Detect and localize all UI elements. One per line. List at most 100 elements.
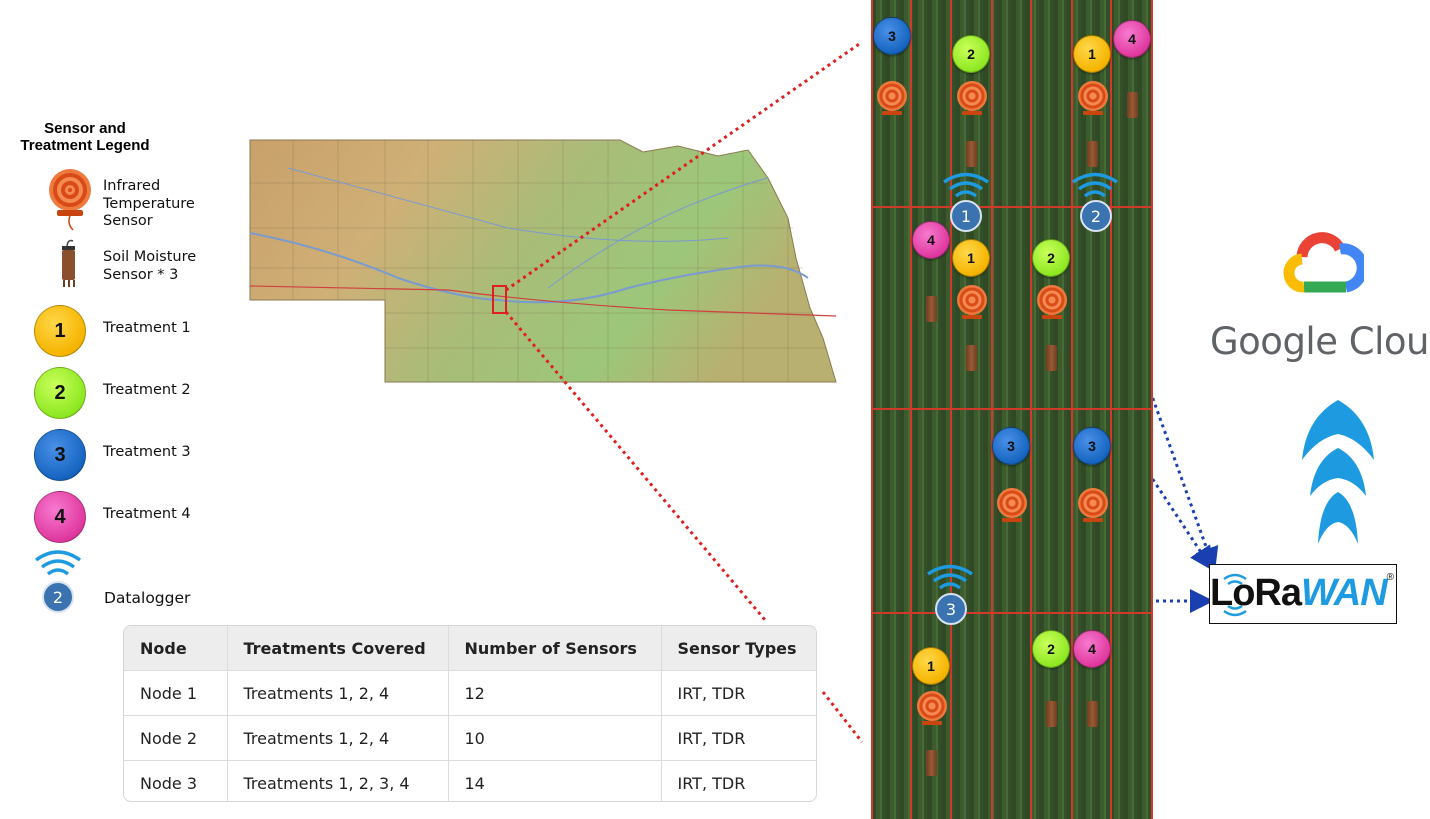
table-cell: 12 bbox=[447, 670, 661, 716]
field-badge-number: 4 bbox=[927, 232, 935, 248]
legend-treatment-2-number: 2 bbox=[54, 381, 66, 404]
irt-sensor-icon bbox=[1078, 81, 1108, 115]
irt-sensor-icon bbox=[917, 691, 947, 725]
field-treatment-badge: 1 bbox=[1073, 35, 1111, 73]
irt-sensor-icon bbox=[997, 488, 1027, 522]
table-cell: Treatments 1, 2, 4 bbox=[226, 670, 448, 716]
field-badge-number: 1 bbox=[967, 250, 975, 266]
table-cell: Treatments 1, 2, 3, 4 bbox=[226, 760, 448, 801]
legend-soil-line2: Sensor * 3 bbox=[103, 266, 179, 283]
field-treatment-badge: 1 bbox=[952, 239, 990, 277]
table-header-cell: Node bbox=[124, 626, 227, 671]
google-cloud-logo-icon bbox=[1280, 229, 1368, 295]
table-row: Node 2 Treatments 1, 2, 4 10 IRT, TDR bbox=[124, 715, 816, 761]
legend-treatment-1-number: 1 bbox=[54, 319, 66, 342]
nebraska-map bbox=[248, 138, 838, 384]
field-treatment-badge: 4 bbox=[912, 221, 950, 259]
lorawan-registered-mark: ® bbox=[1386, 572, 1394, 583]
field-datalogger-1: 1 bbox=[950, 200, 982, 232]
field-badge-number: 2 bbox=[1047, 641, 1055, 657]
field-datalogger-3: 3 bbox=[935, 593, 967, 625]
table-header-cell: Sensor Types bbox=[660, 626, 816, 671]
field-badge-number: 1 bbox=[1088, 46, 1096, 62]
field-treatment-badge: 3 bbox=[992, 427, 1030, 465]
table-cell: IRT, TDR bbox=[660, 715, 816, 761]
field-plot-grid bbox=[871, 0, 1153, 819]
lorawan-signal-icon bbox=[1300, 398, 1376, 548]
datalogger-number: 3 bbox=[945, 599, 957, 619]
legend-irt-line3: Sensor bbox=[103, 213, 153, 229]
table-cell: 10 bbox=[447, 715, 661, 761]
lorawan-wan-text: WAN bbox=[1301, 572, 1388, 614]
legend-treatment-3-number: 3 bbox=[54, 443, 66, 466]
wifi-signal-icon bbox=[941, 171, 991, 203]
legend-treatment-4-label: Treatment 4 bbox=[103, 506, 191, 522]
field-treatment-badge: 3 bbox=[1073, 427, 1111, 465]
lorawan-logo: LoRaWAN® bbox=[1209, 564, 1397, 624]
soil-moisture-sensor-icon bbox=[1046, 701, 1057, 727]
legend-treatment-1-badge: 1 bbox=[34, 305, 86, 357]
soil-moisture-sensor-icon bbox=[926, 296, 937, 322]
table-header-row: Node Treatments Covered Number of Sensor… bbox=[124, 626, 816, 671]
soil-moisture-sensor-icon bbox=[1087, 701, 1098, 727]
table-row: Node 3 Treatments 1, 2, 3, 4 14 IRT, TDR bbox=[124, 760, 816, 801]
google-cloud-label: Google Cloud bbox=[1210, 320, 1430, 363]
field-aerial-image bbox=[871, 0, 1153, 819]
soil-moisture-sensor-icon bbox=[1087, 141, 1098, 167]
legend-title-line1: Sensor and bbox=[44, 120, 126, 137]
soil-moisture-sensor-icon bbox=[966, 141, 977, 167]
field-badge-number: 3 bbox=[888, 28, 896, 44]
table-cell: IRT, TDR bbox=[660, 760, 816, 801]
irt-sensor-icon bbox=[957, 81, 987, 115]
legend-title-line2: Treatment Legend bbox=[20, 137, 150, 154]
legend-treatment-2-label: Treatment 2 bbox=[103, 382, 191, 398]
table-cell: Node 2 bbox=[124, 715, 227, 761]
field-treatment-badge: 2 bbox=[1032, 239, 1070, 277]
table-header-cell: Number of Sensors bbox=[447, 626, 661, 671]
lorawan-wave-icon bbox=[1223, 573, 1247, 617]
field-treatment-badge: 2 bbox=[952, 35, 990, 73]
study-site-marker bbox=[492, 285, 507, 314]
irt-sensor-icon bbox=[1037, 285, 1067, 319]
lorawan-wordmark: LoRaWAN® bbox=[1210, 572, 1394, 615]
table-header-cell: Treatments Covered bbox=[226, 626, 448, 671]
legend-soil-label: Soil Moisture Sensor * 3 bbox=[103, 249, 196, 284]
field-badge-number: 3 bbox=[1088, 438, 1096, 454]
field-treatment-badge: 4 bbox=[1113, 20, 1151, 58]
legend-treatment-4-badge: 4 bbox=[34, 491, 86, 543]
field-badge-number: 1 bbox=[927, 658, 935, 674]
irt-sensor-icon bbox=[1078, 488, 1108, 522]
soil-moisture-sensor-icon bbox=[1046, 345, 1057, 371]
soil-moisture-sensor-icon bbox=[58, 238, 80, 288]
wifi-signal-icon bbox=[925, 563, 975, 595]
table-cell: Node 1 bbox=[124, 670, 227, 716]
legend-datalogger-number: 2 bbox=[52, 587, 64, 607]
field-treatment-badge: 2 bbox=[1032, 630, 1070, 668]
legend-irt-label: Infrared Temperature Sensor bbox=[103, 178, 195, 231]
wifi-signal-icon bbox=[1070, 171, 1120, 203]
field-badge-number: 4 bbox=[1088, 641, 1096, 657]
legend-treatment-3-label: Treatment 3 bbox=[103, 444, 191, 460]
legend-treatment-1-label: Treatment 1 bbox=[103, 320, 191, 336]
table-cell: Node 3 bbox=[124, 760, 227, 801]
legend-irt-line1: Infrared bbox=[103, 178, 161, 194]
datalogger-number: 2 bbox=[1090, 206, 1102, 226]
node-summary-table: Node Treatments Covered Number of Sensor… bbox=[123, 625, 817, 802]
wifi-signal-icon bbox=[33, 548, 83, 582]
field-treatment-badge: 4 bbox=[1073, 630, 1111, 668]
table-cell: IRT, TDR bbox=[660, 670, 816, 716]
field-badge-number: 4 bbox=[1128, 31, 1136, 47]
soil-moisture-sensor-icon bbox=[926, 750, 937, 776]
table-row: Node 1 Treatments 1, 2, 4 12 IRT, TDR bbox=[124, 670, 816, 716]
legend-title: Sensor and Treatment Legend bbox=[0, 120, 170, 154]
legend-datalogger-badge: 2 bbox=[42, 581, 74, 613]
lorawan-lora-text: LoRa bbox=[1210, 572, 1302, 614]
field-datalogger-2: 2 bbox=[1080, 200, 1112, 232]
legend-irt-line2: Temperature bbox=[103, 195, 195, 212]
field-badge-number: 2 bbox=[1047, 250, 1055, 266]
table-cell: Treatments 1, 2, 4 bbox=[226, 715, 448, 761]
table-cell: 14 bbox=[447, 760, 661, 801]
field-treatment-badge: 1 bbox=[912, 647, 950, 685]
field-badge-number: 3 bbox=[1007, 438, 1015, 454]
legend-treatment-4-number: 4 bbox=[54, 505, 66, 528]
